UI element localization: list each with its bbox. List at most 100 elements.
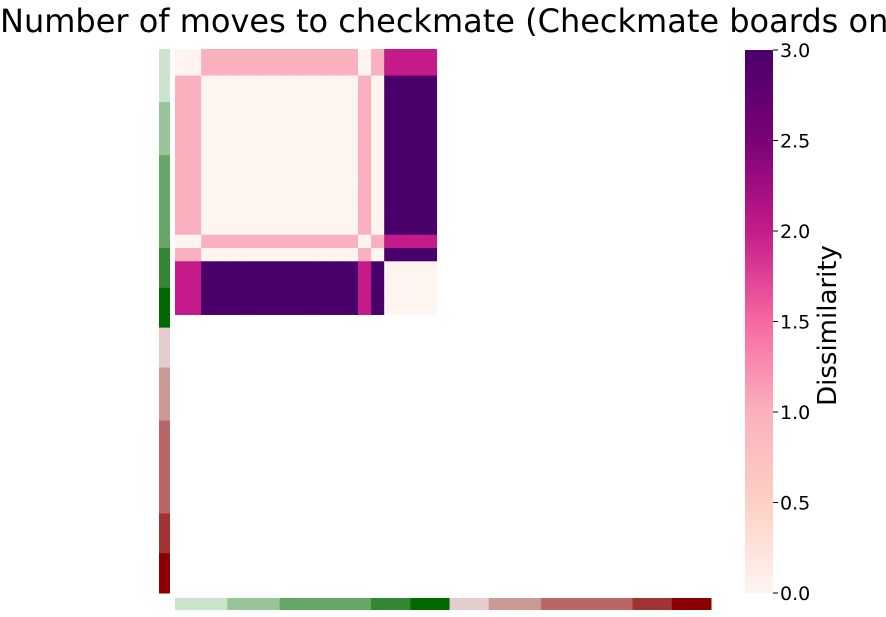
heatmap-cell [305, 155, 320, 170]
colorbar-tick-label: 1.0 [780, 402, 810, 424]
heatmap-cell [240, 141, 255, 156]
heatmap-cell [358, 155, 372, 170]
heatmap-cell [305, 88, 320, 103]
heatmap-cell [292, 88, 307, 103]
heatmap-cell [227, 128, 241, 143]
heatmap-cell [201, 208, 215, 223]
heatmap-cell [253, 274, 268, 289]
heatmap-cell [253, 115, 268, 130]
heatmap-cell [266, 234, 281, 249]
heatmap-cell [423, 168, 438, 183]
heatmap-cell [305, 141, 320, 156]
heatmap-cell [331, 181, 346, 196]
heatmap-cell [292, 261, 307, 276]
heatmap-cell [410, 208, 424, 223]
heatmap-cell [423, 62, 438, 77]
heatmap-cell [371, 168, 385, 183]
heatmap-cell [227, 261, 241, 276]
heatmap-cell [292, 128, 307, 143]
heatmap-cell [240, 234, 255, 249]
heatmap-cell [318, 208, 333, 223]
heatmap-cell [227, 301, 241, 315]
heatmap-cell [344, 274, 359, 289]
heatmap-cell [188, 88, 202, 103]
heatmap-cell [214, 168, 228, 183]
heatmap-cell [358, 181, 372, 196]
heatmap-cell [344, 194, 359, 209]
heatmap-cell [318, 287, 333, 302]
colorbar-tick-label: 0.5 [780, 493, 810, 515]
heatmap-cell [279, 234, 294, 249]
heatmap-cell [253, 102, 268, 116]
heatmap-cell [384, 208, 398, 223]
heatmap-cell [331, 141, 346, 156]
heatmap-cell [358, 301, 372, 315]
heatmap-cell [175, 168, 189, 183]
heatmap-cell [227, 194, 241, 209]
heatmap-cell [240, 75, 255, 90]
heatmap-cell [371, 141, 385, 156]
heatmap-cell [384, 287, 398, 302]
column-group-swatch [541, 598, 634, 610]
heatmap-cell [305, 181, 320, 196]
heatmap-cell [318, 221, 333, 236]
heatmap-cell [240, 287, 255, 302]
heatmap-cell [423, 301, 438, 315]
heatmap-cell [214, 248, 228, 262]
heatmap-cell [331, 221, 346, 236]
heatmap-cell [175, 274, 189, 289]
heatmap-cell [240, 181, 255, 196]
heatmap-cell [331, 208, 346, 223]
heatmap-cell [397, 181, 411, 196]
heatmap-cell [410, 155, 424, 170]
heatmap-cell [201, 261, 215, 276]
heatmap-cell [358, 102, 372, 116]
heatmap-cell [188, 208, 202, 223]
heatmap-cell [344, 168, 359, 183]
row-group-swatch [159, 248, 170, 289]
heatmap-cell [344, 128, 359, 143]
heatmap-cell [384, 128, 398, 143]
heatmap-cell [266, 248, 281, 262]
heatmap-cell [214, 221, 228, 236]
colorbar-tick-label: 2.0 [780, 221, 810, 243]
heatmap-cell [266, 141, 281, 156]
heatmap-cell [371, 301, 385, 315]
heatmap-cell [344, 75, 359, 90]
heatmap-cell [371, 221, 385, 236]
heatmap-cell [318, 102, 333, 116]
heatmap-cell [266, 208, 281, 223]
heatmap-cell [240, 248, 255, 262]
heatmap-cell [266, 115, 281, 130]
column-group-swatch [279, 598, 372, 610]
heatmap-cell [371, 88, 385, 103]
heatmap-cell [253, 248, 268, 262]
heatmap-cell [214, 208, 228, 223]
column-group-color-bar [175, 598, 712, 610]
heatmap-cell [279, 274, 294, 289]
heatmap-cell [253, 301, 268, 315]
heatmap-cell [279, 261, 294, 276]
heatmap-cell [344, 248, 359, 262]
heatmap-cell [305, 234, 320, 249]
heatmap-cell [344, 301, 359, 315]
heatmap-cell [423, 49, 438, 63]
heatmap-cell [410, 287, 424, 302]
heatmap-cell [397, 88, 411, 103]
heatmap-cell [175, 194, 189, 209]
heatmap-cell [201, 194, 215, 209]
heatmap-cell [318, 248, 333, 262]
heatmap-cell [175, 102, 189, 116]
heatmap-cell [227, 49, 241, 63]
heatmap-cell [331, 88, 346, 103]
heatmap-cell [410, 88, 424, 103]
column-group-swatch [371, 598, 411, 610]
heatmap-cell [292, 75, 307, 90]
heatmap-cell [318, 88, 333, 103]
heatmap-cell [410, 128, 424, 143]
heatmap-cell [188, 168, 202, 183]
heatmap-cell [358, 141, 372, 156]
heatmap-cell [344, 62, 359, 77]
heatmap-cell [410, 181, 424, 196]
heatmap-cell [201, 287, 215, 302]
